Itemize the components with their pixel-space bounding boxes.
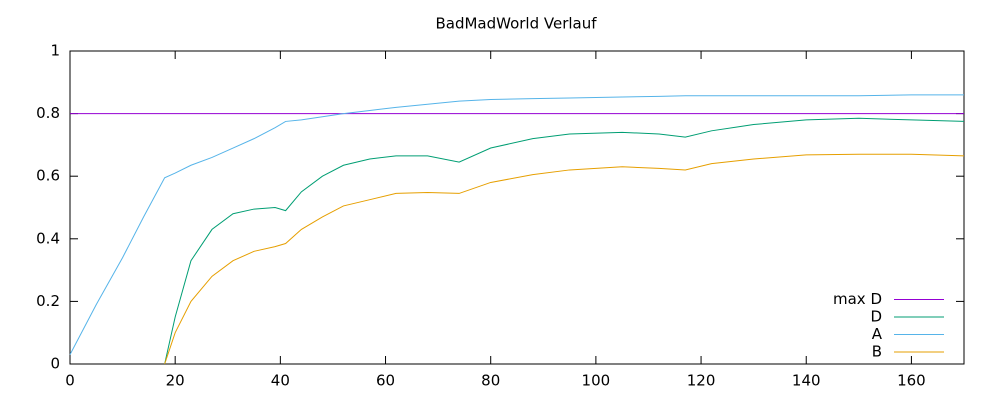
y-tick-label: 0.4 xyxy=(36,229,60,247)
series-line xyxy=(164,117,965,365)
y-tick-label: 0 xyxy=(50,355,60,373)
legend-label: D xyxy=(870,308,882,326)
x-tick-label: 100 xyxy=(582,372,611,390)
x-tick-label: 40 xyxy=(271,372,290,390)
x-tick-label: 0 xyxy=(65,372,75,390)
y-tick-label: 1 xyxy=(50,42,60,60)
x-tick-label: 120 xyxy=(687,372,716,390)
x-tick-label: 160 xyxy=(897,372,926,390)
y-tick-label: 0.8 xyxy=(36,104,60,122)
plot-border xyxy=(69,50,965,365)
legend-label: A xyxy=(872,325,883,343)
x-tick-label: 20 xyxy=(166,372,185,390)
y-tick-label: 0.6 xyxy=(36,167,60,185)
y-tick-label: 0.2 xyxy=(36,292,60,310)
legend-label: B xyxy=(872,343,882,361)
chart-title: BadMadWorld Verlauf xyxy=(435,15,597,33)
series-line xyxy=(69,94,964,355)
x-tick-label: 60 xyxy=(376,372,395,390)
series-line xyxy=(164,153,965,365)
x-tick-label: 140 xyxy=(792,372,821,390)
x-tick-label: 80 xyxy=(481,372,500,390)
legend-label: max D xyxy=(833,290,882,308)
